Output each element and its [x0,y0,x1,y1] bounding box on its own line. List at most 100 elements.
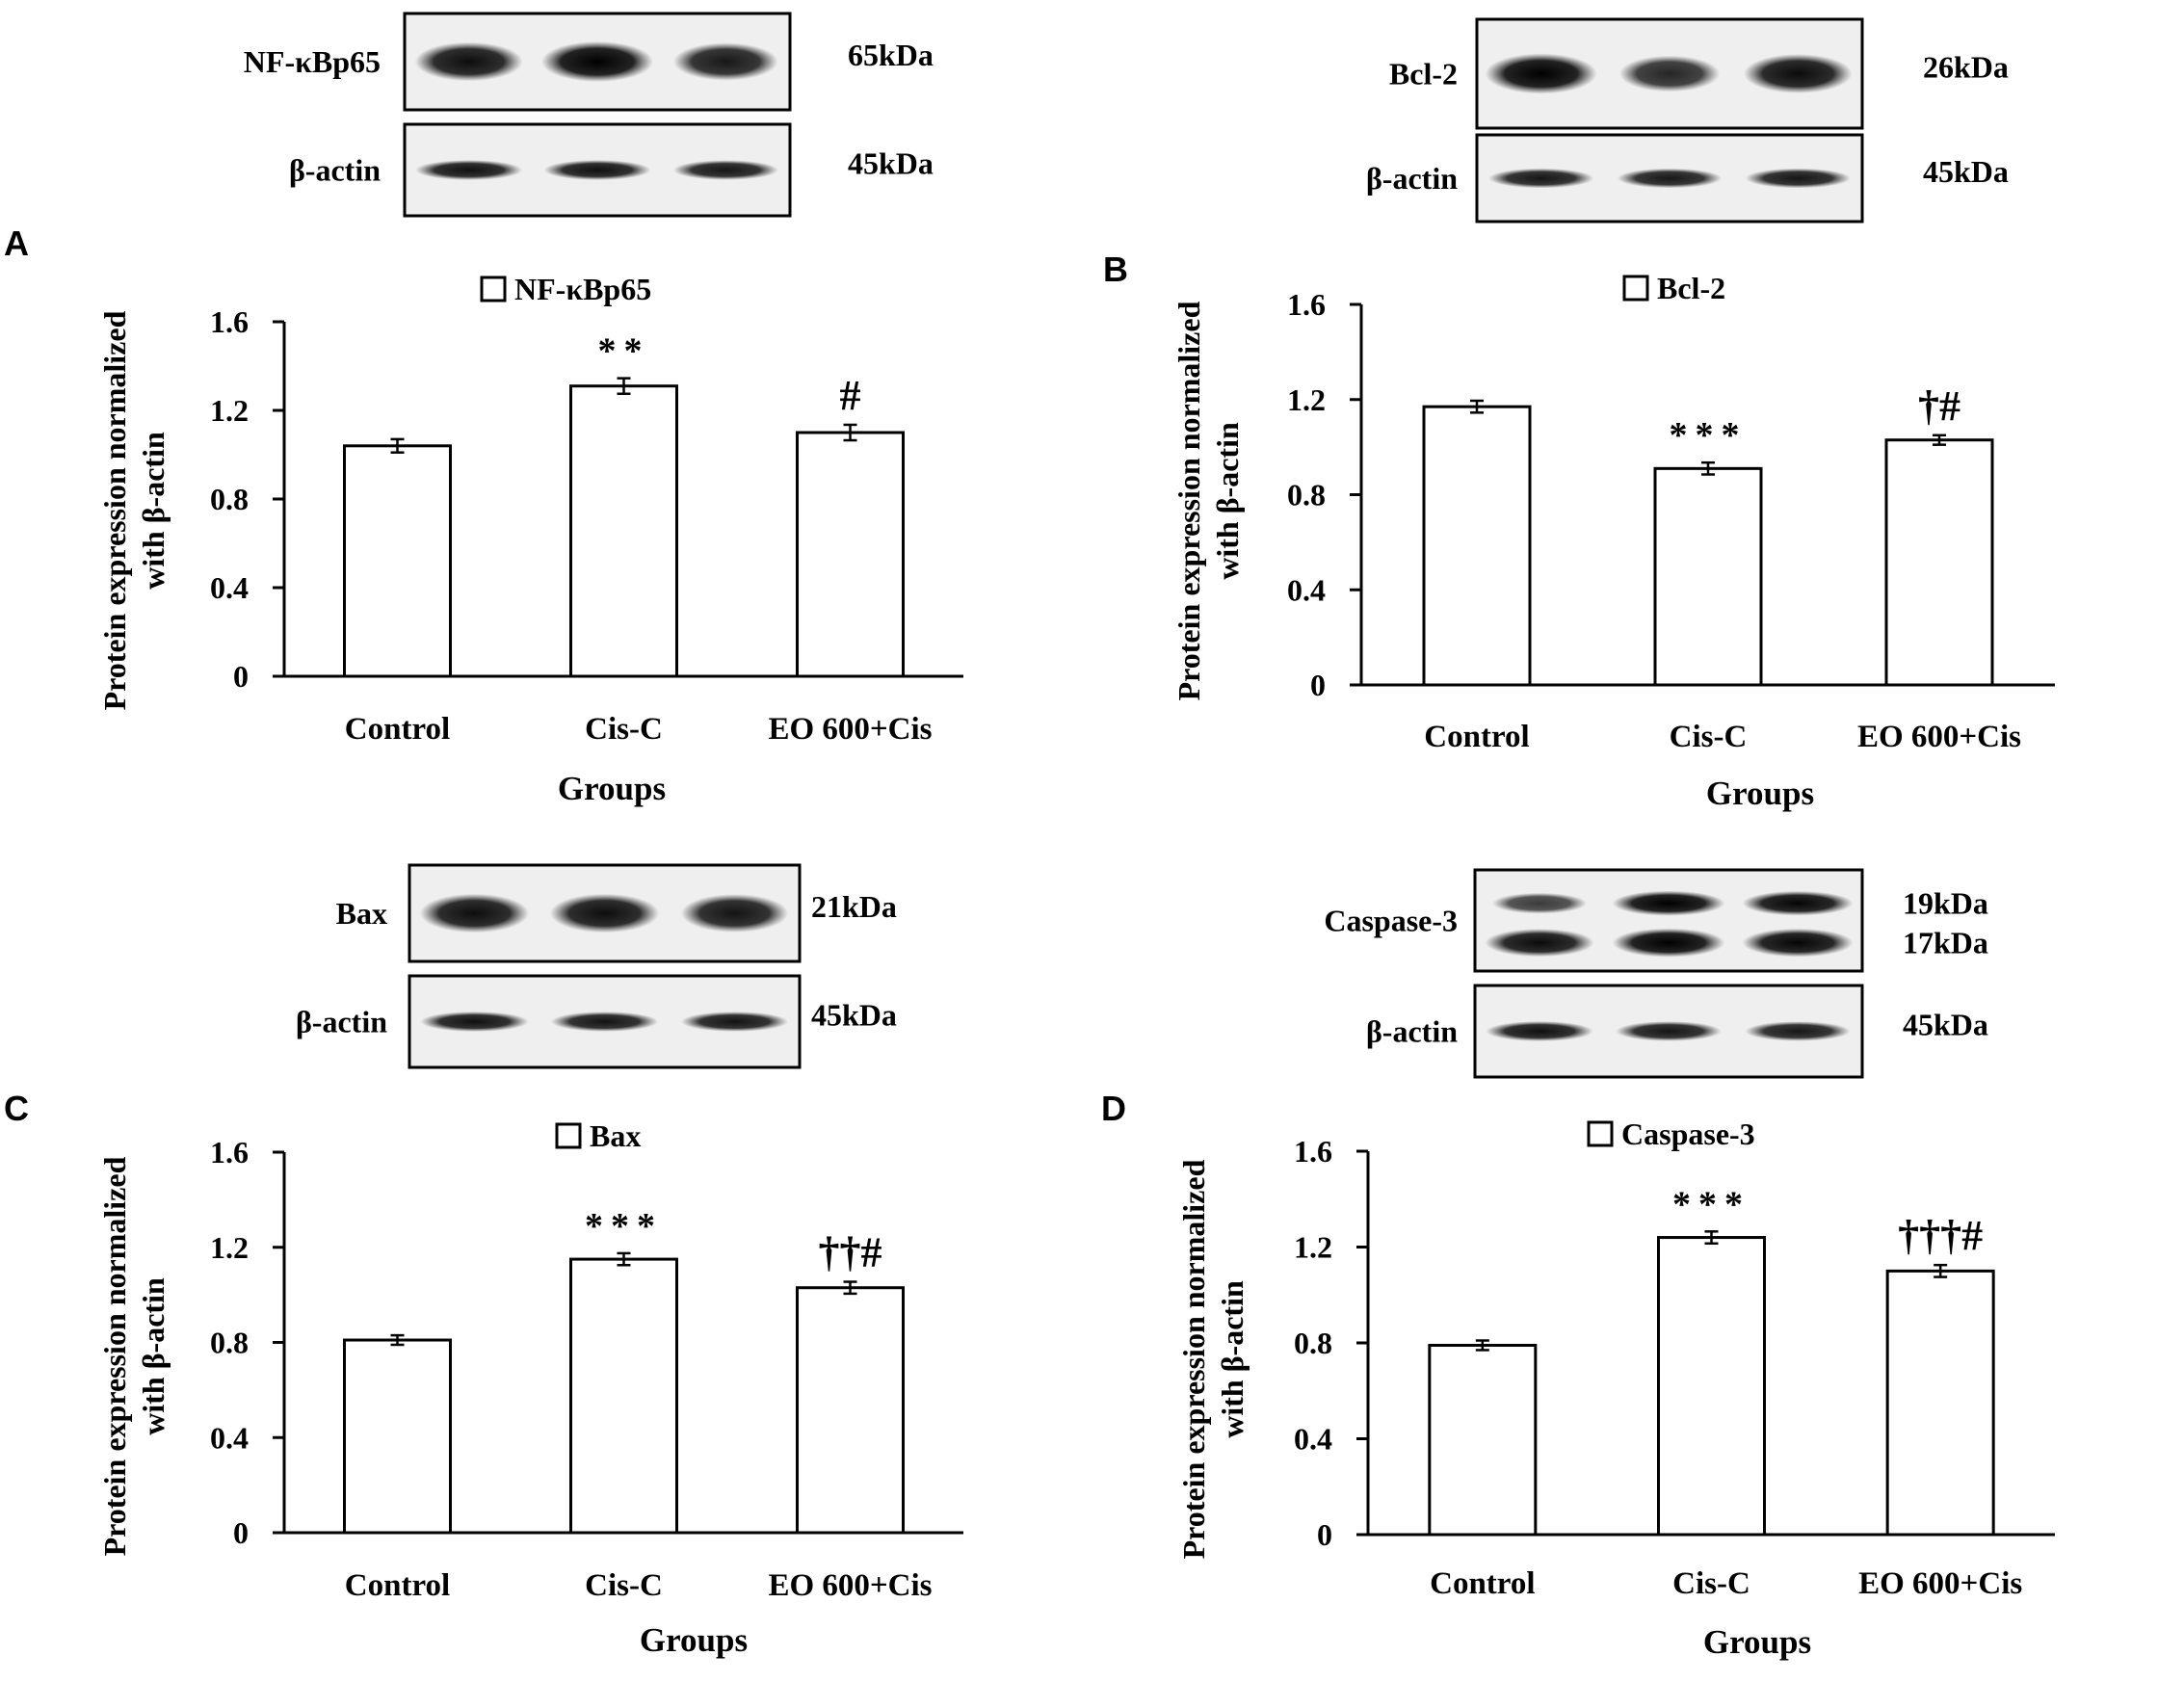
x-tick-label: Control [345,1568,450,1603]
x-axis-label: Groups [640,1621,748,1659]
y-tick-label: 1.2 [210,1230,249,1265]
blot-row: Bcl-2 26kDa [1389,17,2009,130]
legend: Bax [555,1118,641,1153]
panel-svg: NF-κBp65 65kDa β-actin 45kDa A 0 0.4 0.8 1.2 1.6 C… [4,12,963,807]
error-bar [1704,1230,1719,1246]
blot-band [1486,1020,1593,1042]
error-bar [617,1251,631,1267]
y-tick-label: 1.6 [1294,1134,1332,1169]
bar-chart: 0 0.4 0.8 1.2 1.6 Control Cis-C *** EO 600+Cis ††… [97,1118,963,1659]
blot-band [419,893,530,933]
blot-band [1491,892,1588,914]
blot-band [550,1012,659,1032]
blot-band [680,1012,789,1032]
bar-chart: 0 0.4 0.8 1.2 1.6 Control Cis-C ** EO 600+Cis # NF… [97,272,963,807]
blot-band [549,893,660,933]
error-bar [1934,1263,1948,1278]
bar [343,444,452,678]
y-axis-label: Protein expression normalized with β-acti… [1176,1159,1250,1559]
blot-band [1742,890,1854,916]
bar [1653,466,1763,687]
error-bar [617,377,631,395]
blot-band [1745,168,1851,189]
bar [343,1338,452,1535]
bar [1885,1269,1995,1537]
blot-mw-label: 21kDa [811,889,897,924]
blot-protein-label: Bax [336,896,387,931]
blot-mw-label: 45kDa [848,146,934,181]
blot-band [414,41,523,82]
blot-band [680,894,789,933]
significance-label: *** [1672,1184,1750,1224]
error-bar [843,1280,857,1296]
y-tick-label: 0.4 [1294,1422,1332,1457]
x-tick-label: EO 600+Cis [768,712,932,747]
y-tick-label: 0.8 [1287,478,1326,512]
x-tick-label: EO 600+Cis [768,1568,932,1603]
y-tick-label: 1.2 [1287,382,1326,417]
y-tick-label: 0.8 [210,482,249,516]
blot-band [672,160,778,180]
error-bar [1933,434,1946,446]
y-tick-label: 0.8 [210,1326,249,1360]
bar-chart: 0 0.4 0.8 1.2 1.6 Control Cis-C *** EO 600+Cis ††… [1176,1117,2055,1661]
blot-protein-label: Caspase-3 [1324,904,1458,938]
x-tick-label: Control [1424,720,1529,754]
blot-band [1742,928,1854,958]
blot-band [1485,53,1597,94]
blot-band [1612,890,1725,916]
panel-svg: Caspase-3 19kDa 17kDa β-actin 45kDa D 0 0.4 0.8 1… [1101,868,2055,1661]
panel-b: Bcl-2 26kDa β-actin 45kDa B 0 0.4 0.8 1.2 1.6 Cont… [1092,0,2183,841]
legend: Caspase-3 [1587,1117,1755,1151]
panel-svg: Bcl-2 26kDa β-actin 45kDa B 0 0.4 0.8 1.2 1.6 Cont… [1103,17,2055,812]
blot-band [1745,1021,1851,1041]
error-bar [1470,399,1484,414]
legend-label: Caspase-3 [1621,1117,1755,1151]
y-axis-label: Protein expression normalized with β-acti… [1171,301,1245,700]
legend-swatch [480,276,507,302]
y-tick-label: 0 [233,659,249,694]
blot-protein-label: β-actin [289,153,381,188]
bar [1422,405,1532,687]
y-tick-label: 1.6 [1287,287,1326,322]
legend-label: NF-κBp65 [514,272,651,306]
x-tick-label: EO 600+Cis [1857,720,2021,754]
y-tick-label: 0.8 [1294,1326,1332,1360]
blot-mw-label: 45kDa [1923,154,2009,189]
blot-row: β-actin 45kDa [1366,984,1988,1079]
panel-letter: C [4,1089,29,1128]
blot-band [415,159,523,181]
x-tick-label: Control [345,712,450,747]
blot-mw-label: 19kDa [1903,886,1988,921]
y-tick-label: 1.2 [210,393,249,428]
blot-row: Bax 21kDa [336,863,897,963]
blot-protein-label: Bcl-2 [1389,57,1458,92]
significance-label: †# [1918,382,1960,430]
y-tick-label: 0 [233,1515,249,1550]
significance-label: # [840,372,861,419]
blot-mw-label: 26kDa [1923,50,2009,85]
bar [796,1286,905,1535]
error-bar [390,1333,405,1347]
error-bar [390,437,405,454]
legend-label: Bax [590,1118,641,1153]
y-tick-label: 0.4 [210,1420,249,1455]
blot-band [1488,168,1594,189]
blot-row: β-actin 45kDa [296,974,897,1069]
blot-band [1612,928,1725,958]
blot-row: β-actin 45kDa [289,122,934,218]
blot-row: NF-κBp65 65kDa [244,12,934,112]
panel-letter: B [1103,250,1128,289]
blot-band [1617,168,1723,189]
error-bar [1701,460,1715,476]
blot-protein-label: NF-κBp65 [244,44,381,79]
x-tick-label: EO 600+Cis [1858,1566,2022,1601]
bar-chart: 0 0.4 0.8 1.2 1.6 Control Cis-C *** EO 600+Cis †#… [1171,271,2055,812]
significance-label: †††# [1898,1212,1983,1259]
x-axis-label: Groups [1703,1623,1811,1661]
y-tick-label: 1.2 [1294,1230,1332,1265]
significance-label: *** [585,1206,663,1247]
blot-band [543,159,651,181]
blot-row: Caspase-3 19kDa 17kDa [1324,868,1988,973]
